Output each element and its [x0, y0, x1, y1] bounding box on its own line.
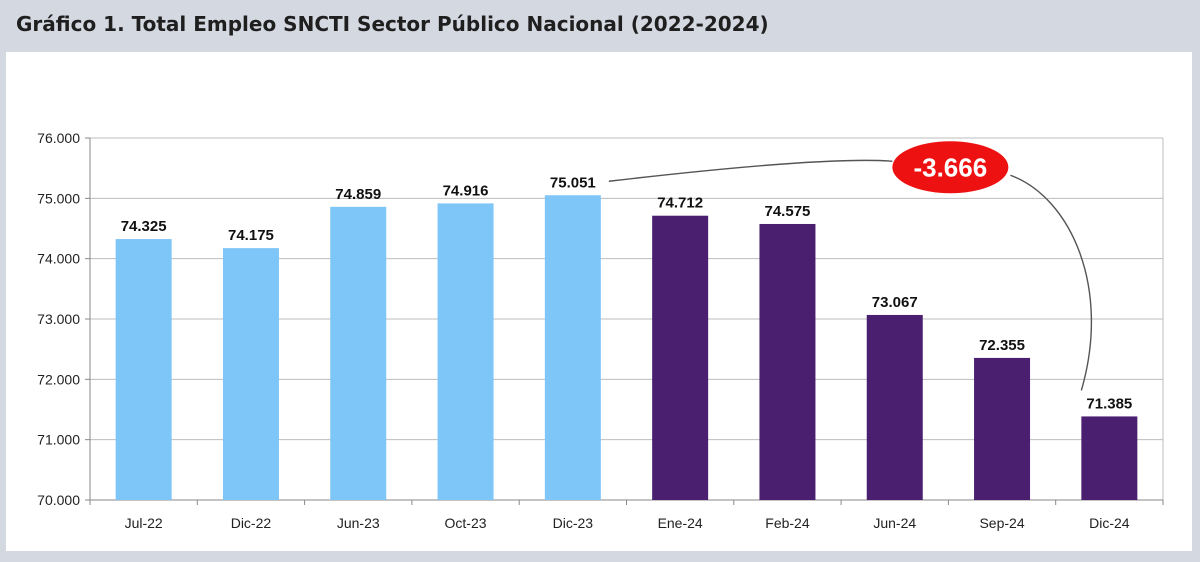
- x-tick-label: Oct-23: [445, 515, 487, 531]
- data-label: 73.067: [872, 294, 918, 311]
- data-labels: 74.325 74.175 74.859 74.916 75.051 74.712 74.5…: [121, 174, 1133, 412]
- x-tick-label: Jul-22: [125, 515, 163, 531]
- bar-oct-23: [437, 203, 494, 500]
- bar-dic-24: [1081, 416, 1138, 500]
- y-tick-label: 74.000: [37, 251, 80, 267]
- x-tick-label: Sep-24: [979, 515, 1024, 531]
- change-badge-label: -3.666: [913, 152, 987, 182]
- data-label: 74.859: [335, 186, 381, 203]
- y-tick-label: 75.000: [37, 190, 80, 206]
- x-tick-label: Dic-24: [1089, 515, 1130, 531]
- change-badge: [892, 141, 1009, 194]
- y-tick-label: 72.000: [37, 371, 80, 387]
- data-label: 74.916: [443, 182, 489, 199]
- x-tick-label: Feb-24: [765, 515, 810, 531]
- bar-jun-24: [866, 314, 923, 500]
- bar-ene-24: [652, 215, 709, 500]
- bar-dic-22: [222, 248, 279, 500]
- annotation: -3.666: [608, 141, 1093, 391]
- chart-header: Gráfico 1. Total Empleo SNCTI Sector Púb…: [0, 0, 1200, 52]
- annotation-connector-right: [1010, 174, 1093, 391]
- data-label: 74.175: [228, 227, 274, 244]
- bar-dic-23: [544, 195, 601, 500]
- bar-sep-24: [974, 357, 1031, 500]
- data-label: 74.325: [121, 218, 167, 235]
- x-tick-label: Jun-23: [337, 515, 380, 531]
- bar-jun-23: [330, 206, 387, 500]
- y-tick-label: 71.000: [37, 432, 80, 448]
- y-tick-label: 76.000: [37, 130, 80, 146]
- x-tick-label: Dic-23: [553, 515, 594, 531]
- data-label: 75.051: [550, 174, 596, 191]
- bars: [115, 195, 1138, 500]
- chart-title: Gráfico 1. Total Empleo SNCTI Sector Púb…: [16, 12, 769, 36]
- y-tick-label: 73.000: [37, 311, 80, 327]
- data-label: 72.355: [979, 337, 1025, 354]
- data-label: 74.712: [657, 195, 703, 212]
- x-tick-label: Jun-24: [873, 515, 916, 531]
- annotation-connector-left: [608, 159, 893, 182]
- data-label: 74.575: [765, 203, 811, 220]
- y-tick-label: 70.000: [37, 492, 80, 508]
- x-tick-label: Ene-24: [658, 515, 703, 531]
- bar-feb-24: [759, 223, 816, 500]
- data-label: 71.385: [1086, 395, 1132, 412]
- bar-jul-22: [115, 239, 172, 500]
- axes: 70.000 71.000 72.000 73.000 74.000 75.000 76.0…: [37, 130, 1164, 531]
- x-tick-label: Dic-22: [231, 515, 272, 531]
